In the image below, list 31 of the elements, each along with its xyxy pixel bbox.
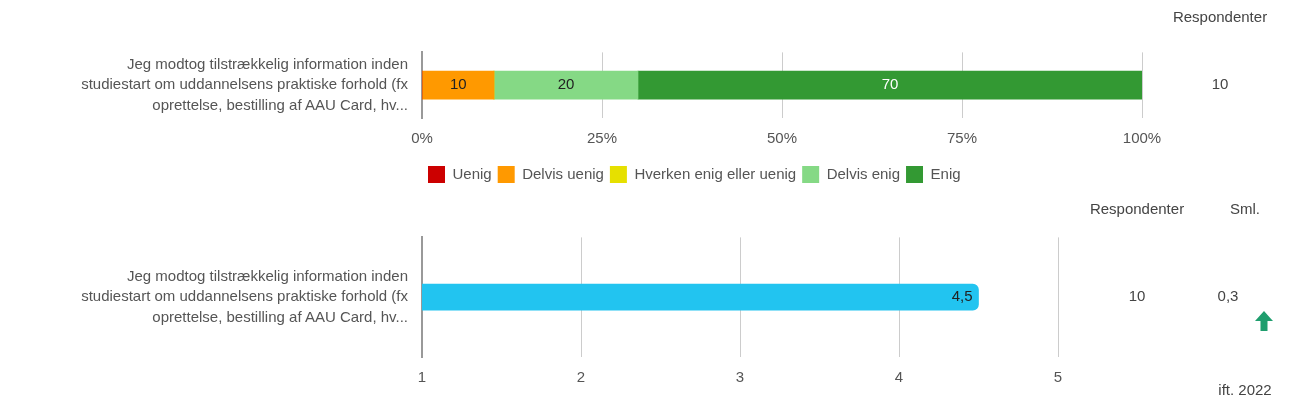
x-tick-label: 5	[1053, 368, 1063, 386]
text: Respondenter	[1172, 8, 1268, 26]
text: 0,3	[1217, 287, 1239, 305]
legend-label: Delvis uenig	[522, 164, 604, 182]
x-tick-label: 0%	[411, 129, 433, 147]
legend-label: Uenig	[452, 164, 492, 182]
x-tick-label: 100%	[1122, 129, 1162, 147]
text: 10	[1128, 287, 1146, 305]
legend-label: Delvis enig	[826, 164, 901, 182]
legend-label: Enig	[930, 164, 961, 182]
data-label: 20	[557, 75, 575, 93]
x-tick-label: 3	[735, 368, 745, 386]
bar	[493, 70, 639, 100]
bar	[422, 70, 495, 100]
x-tick-label: 50%	[766, 129, 798, 147]
text: Respondenter	[1089, 200, 1185, 218]
data-label: 10	[449, 75, 467, 93]
y-tick-label: Jeg modtog tilstrækkelig information inden studiestart om uddannelsens praktiske forhold (fx oprettelse, bestilling af AAU Card, hv...	[81, 55, 409, 113]
bar	[637, 70, 1142, 100]
text: ift. 2022	[1218, 381, 1272, 399]
x-tick-label: 75%	[946, 129, 978, 147]
text: 10	[1211, 75, 1229, 93]
data-label: 4,5	[951, 287, 973, 305]
x-tick-label: 1	[417, 368, 427, 386]
data-label: 70	[881, 75, 899, 93]
x-tick-label: 4	[894, 368, 904, 386]
x-tick-label: 25%	[586, 129, 618, 147]
text: Sml.	[1230, 200, 1260, 218]
x-tick-label: 2	[576, 368, 586, 386]
legend-label: Hverken enig eller uenig	[634, 164, 797, 182]
y-tick-label: Jeg modtog tilstrækkelig information inden studiestart om uddannelsens praktiske forhold (fx oprettelse, bestilling af AAU Card, hv...	[81, 267, 409, 325]
